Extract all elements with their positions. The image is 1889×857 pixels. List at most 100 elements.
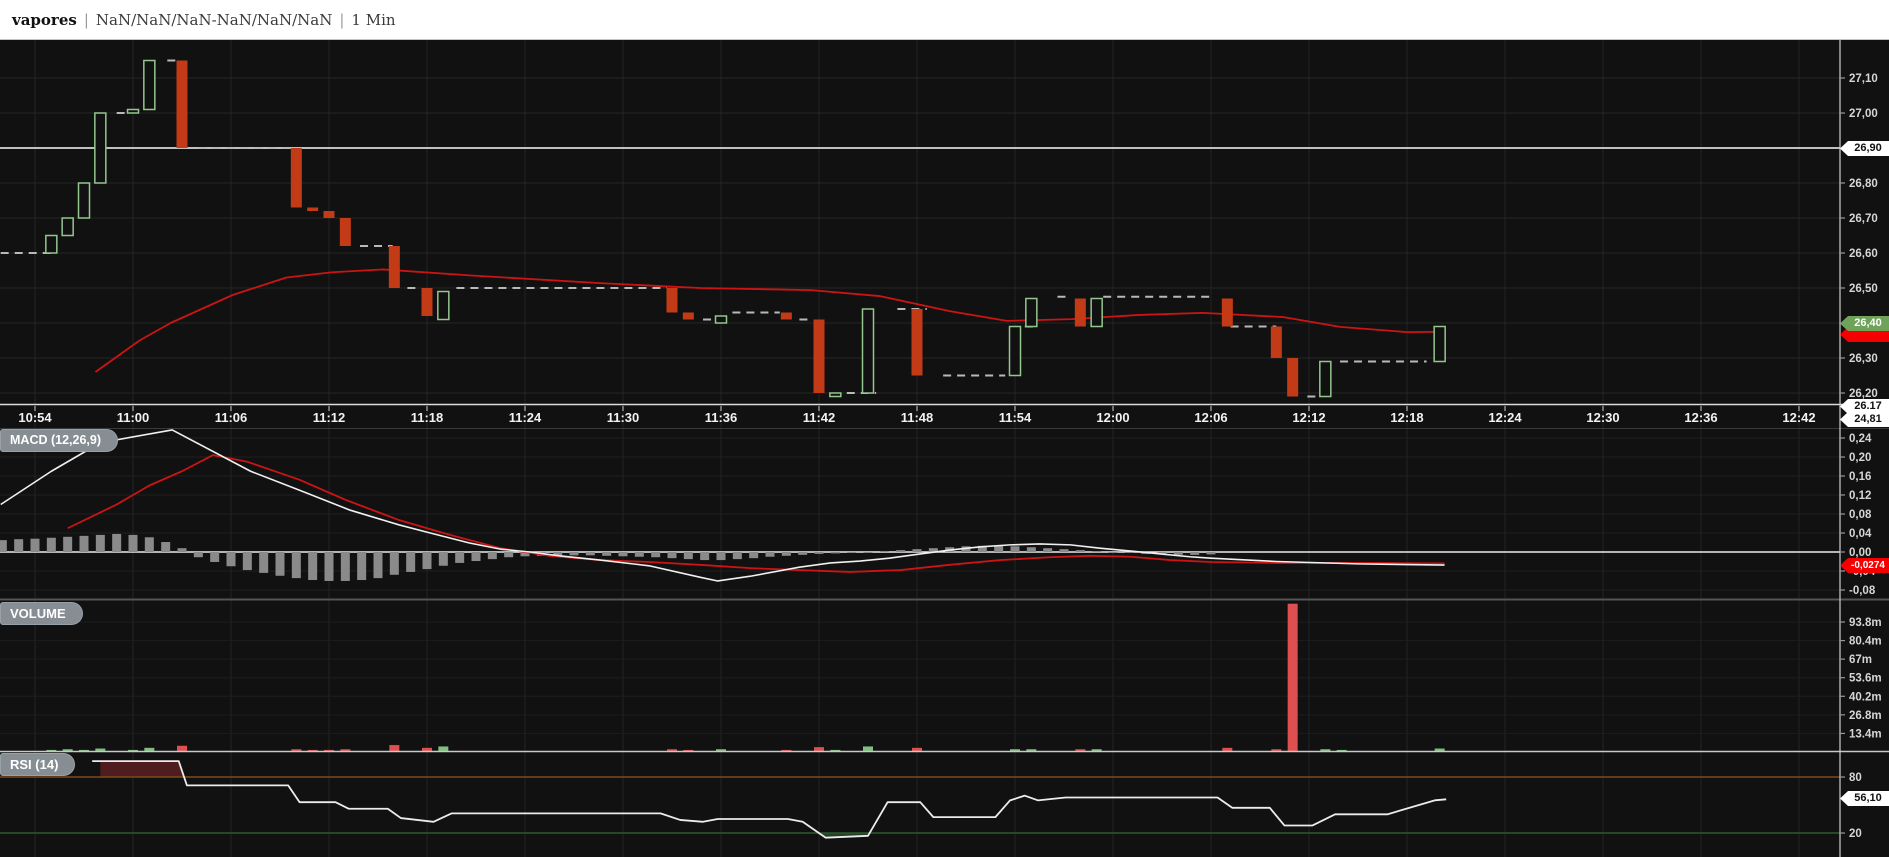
candle-down[interactable] <box>1221 298 1233 327</box>
candle-up[interactable] <box>437 290 450 321</box>
volume-bar <box>144 747 155 752</box>
candle-down[interactable] <box>666 288 678 313</box>
macd-histogram-bar <box>30 538 40 552</box>
volume-bar <box>1009 749 1020 752</box>
candle-down[interactable] <box>911 309 923 376</box>
volume-bar <box>1075 749 1086 752</box>
volume-bar <box>1287 603 1298 752</box>
macd-histogram-bar <box>863 552 873 553</box>
volume-bar <box>291 749 302 752</box>
candle-up[interactable] <box>77 182 91 219</box>
candle-down[interactable] <box>1074 298 1086 327</box>
macd-histogram-bar <box>193 552 203 558</box>
chart-plot-area[interactable]: 10:54 11:00 11:06 11:12 11:18 11:24 11:30 11:36… <box>0 40 1889 857</box>
macd-histogram-bar <box>471 552 481 562</box>
candle-down[interactable] <box>290 148 302 208</box>
macd-histogram-bar <box>634 552 644 557</box>
time-axis-label: 11:30 <box>607 410 640 425</box>
candle-down[interactable] <box>176 60 188 149</box>
volume-bar <box>1320 749 1331 752</box>
macd-histogram-bar <box>700 552 710 561</box>
candle-down[interactable] <box>307 207 319 212</box>
axis-label: 26,30 <box>1849 353 1878 365</box>
macd-histogram-bar <box>520 552 530 557</box>
candle-up[interactable] <box>714 315 728 324</box>
macd-histogram-bar <box>618 552 628 557</box>
rsi-overbought-fill <box>100 761 185 777</box>
candle-down[interactable] <box>1270 326 1282 359</box>
macd-histogram-bar <box>324 552 334 581</box>
candle-down[interactable] <box>388 246 400 288</box>
macd-histogram-bar <box>79 535 89 552</box>
macd-histogram-bar <box>781 552 791 556</box>
macd-histogram-bar <box>1157 552 1167 555</box>
candle-up[interactable] <box>45 234 58 254</box>
candle-up[interactable] <box>126 108 140 114</box>
candle-up[interactable] <box>861 308 875 394</box>
candle-up[interactable] <box>143 59 156 111</box>
rsi-value-tag: 56,10 <box>1840 791 1889 806</box>
macd-histogram-bar <box>912 549 922 552</box>
volume-bar <box>1222 747 1233 752</box>
macd-histogram-bar <box>977 545 987 552</box>
axis-label: 20 <box>1849 828 1862 840</box>
candle-down[interactable] <box>339 218 351 246</box>
macd-indicator-badge[interactable]: MACD (12,26,9) <box>0 429 118 452</box>
macd-histogram-bar <box>683 552 693 560</box>
macd-histogram-bar <box>749 552 759 559</box>
volume-bar <box>95 748 106 752</box>
macd-histogram-bar <box>1206 552 1216 555</box>
axis-label: 26,70 <box>1849 213 1878 225</box>
macd-histogram-bar <box>896 550 906 552</box>
rsi-oversold-fill <box>818 833 870 838</box>
candle-up[interactable] <box>1008 325 1022 377</box>
candle-up[interactable] <box>94 112 107 184</box>
time-axis-label: 11:24 <box>509 410 542 425</box>
rsi-indicator-badge[interactable]: RSI (14) <box>0 753 76 776</box>
macd-histogram-bar <box>994 545 1004 552</box>
volume-bar <box>62 749 73 752</box>
time-axis-label: 11:06 <box>215 410 248 425</box>
volume-bar <box>666 749 677 752</box>
candle-down[interactable] <box>323 211 335 218</box>
macd-histogram-bar <box>357 552 367 581</box>
macd-histogram-bar <box>487 552 497 560</box>
volume-indicator-badge[interactable]: VOLUME <box>0 602 83 625</box>
time-axis-label: 11:12 <box>313 410 346 425</box>
volume-bar <box>176 745 187 752</box>
candle-down[interactable] <box>682 312 694 320</box>
time-axis-label: 11:48 <box>901 410 934 425</box>
macd-histogram-bar <box>1043 548 1053 552</box>
candle-down[interactable] <box>421 288 433 316</box>
axis-label: 27,10 <box>1849 73 1878 85</box>
candle-down[interactable] <box>813 319 825 394</box>
candle-up[interactable] <box>61 217 74 237</box>
time-axis-label: 12:12 <box>1292 410 1325 425</box>
axis-label: 0,24 <box>1849 433 1872 445</box>
macd-histogram-bar <box>1190 552 1200 555</box>
macd-histogram-bar <box>847 552 857 553</box>
candle-down[interactable] <box>780 312 792 320</box>
axis-label: 13.4m <box>1849 728 1882 740</box>
candle-down[interactable] <box>1287 358 1299 397</box>
macd-histogram-bar <box>1026 547 1036 552</box>
candle-up[interactable] <box>1025 297 1038 328</box>
volume-bar <box>340 749 351 752</box>
axis-label: 0,20 <box>1849 452 1871 464</box>
volume-bar <box>1091 749 1102 752</box>
candle-up[interactable] <box>1090 297 1103 328</box>
axis-label: 26.8m <box>1849 710 1882 722</box>
macd-histogram-bar <box>504 552 514 558</box>
time-axis-label: 12:36 <box>1684 410 1717 425</box>
macd-histogram-bar <box>1092 551 1102 553</box>
title-bar: vapores | NaN/NaN/NaN-NaN/NaN/NaN | 1 Min <box>0 0 1889 40</box>
macd-histogram-bar <box>340 552 350 581</box>
candle-up[interactable] <box>829 392 842 398</box>
macd-histogram-bar <box>422 552 432 570</box>
candle-up[interactable] <box>1319 360 1332 398</box>
macd-histogram-bar <box>667 552 677 559</box>
macd-histogram-bar <box>389 552 399 575</box>
axis-label: 0,00 <box>1849 547 1871 559</box>
candle-up[interactable] <box>1433 325 1446 363</box>
